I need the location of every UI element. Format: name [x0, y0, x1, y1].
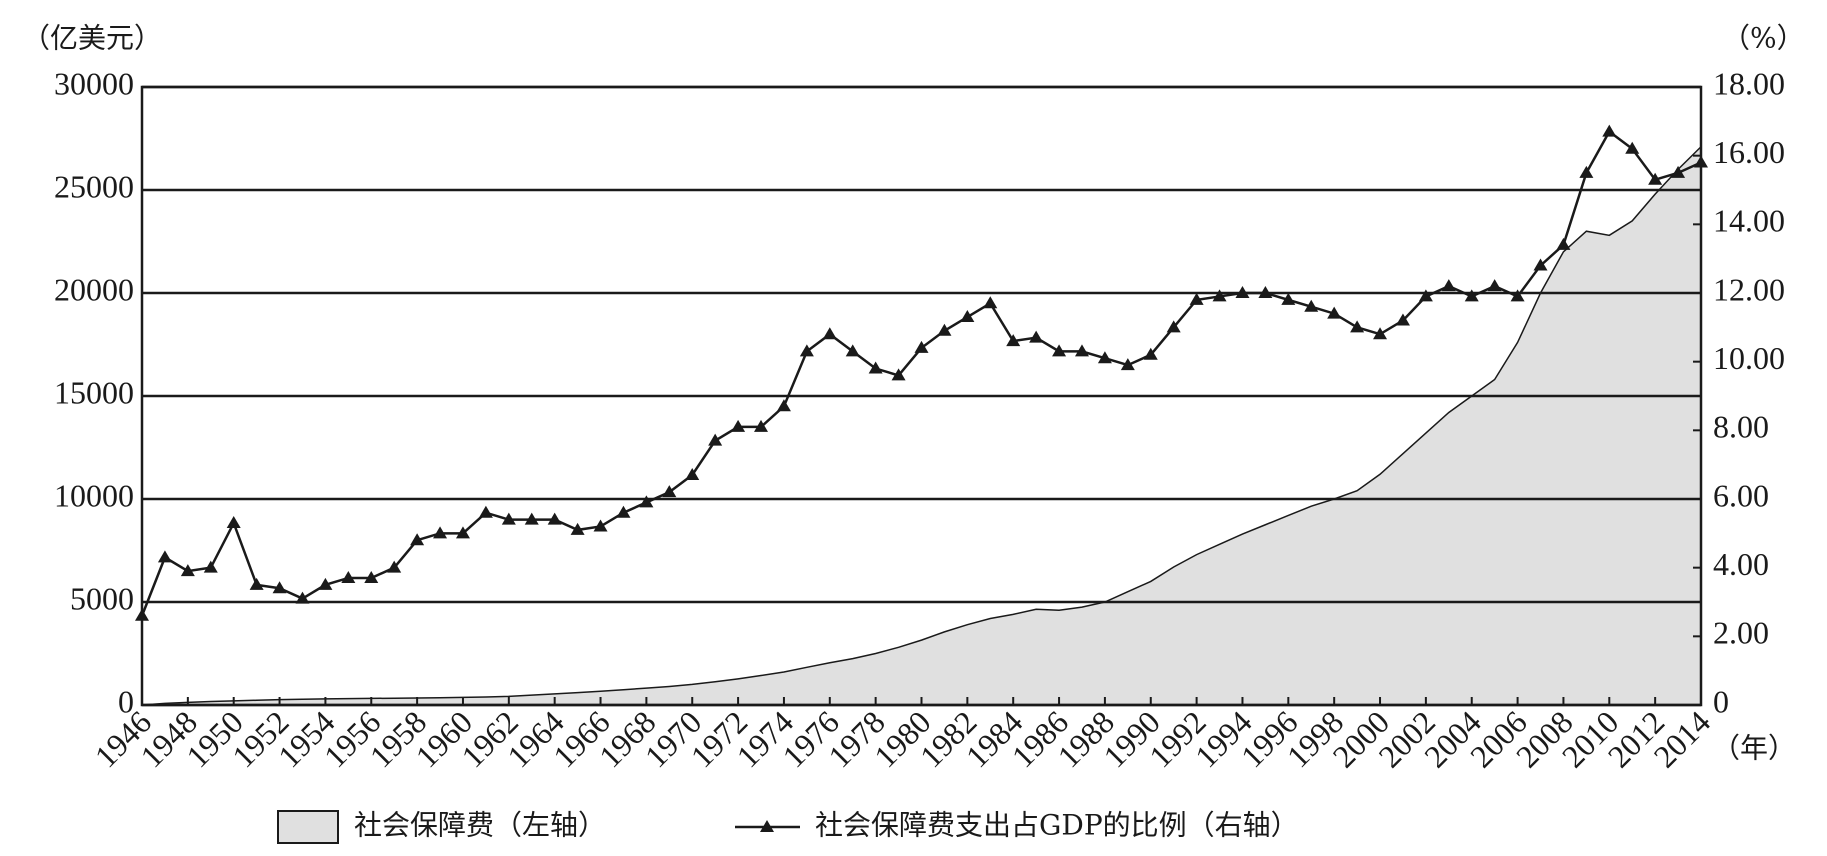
marker	[868, 361, 883, 374]
plot-frame	[140, 85, 1703, 707]
marker	[754, 419, 769, 432]
y-axis-label: （亿美元）	[22, 22, 162, 55]
y2-tick-label: 18.00	[1713, 65, 1785, 101]
marker	[1281, 292, 1296, 305]
legend-swatch	[277, 810, 339, 844]
marker	[731, 419, 746, 432]
marker	[455, 526, 470, 539]
y2-axis-label: （%）	[1722, 22, 1805, 55]
marker	[547, 512, 562, 525]
marker	[180, 564, 195, 577]
marker	[1418, 289, 1433, 302]
marker	[1602, 124, 1617, 137]
y2-tick-label: 0	[1713, 683, 1729, 719]
marker	[1441, 279, 1456, 292]
y-tick-label: 15000	[54, 374, 134, 410]
marker	[799, 344, 814, 357]
marker	[1510, 289, 1525, 302]
y-tick-label: 25000	[54, 168, 134, 204]
marker	[891, 368, 906, 381]
marker	[1625, 141, 1640, 154]
marker	[822, 327, 837, 340]
area-edge	[141, 146, 1702, 706]
marker	[341, 570, 356, 583]
y-tick-label: 5000	[70, 580, 134, 616]
marker	[1671, 165, 1686, 178]
marker	[1579, 165, 1594, 178]
marker	[1074, 344, 1089, 357]
marker	[433, 526, 448, 539]
marker	[410, 533, 425, 546]
marker	[662, 485, 677, 498]
marker	[1212, 289, 1227, 302]
marker	[318, 577, 333, 590]
marker	[570, 522, 585, 535]
marker	[1143, 347, 1158, 360]
marker	[157, 550, 172, 563]
marker	[1304, 299, 1319, 312]
y2-tick-label: 6.00	[1713, 477, 1769, 513]
marker	[616, 505, 631, 518]
marker	[776, 399, 791, 412]
marker	[937, 323, 952, 336]
y-tick-label: 30000	[54, 65, 134, 101]
y2-tick-label: 10.00	[1713, 340, 1785, 376]
marker	[1097, 351, 1112, 364]
marker	[960, 310, 975, 323]
marker	[478, 505, 493, 518]
x-tick-label: 2014	[1646, 704, 1717, 775]
marker	[1464, 289, 1479, 302]
marker	[1350, 320, 1365, 333]
marker	[845, 344, 860, 357]
marker	[1327, 306, 1342, 319]
marker	[1487, 279, 1502, 292]
marker	[524, 512, 539, 525]
marker	[639, 495, 654, 508]
area	[142, 146, 1701, 706]
y-tick-label: 10000	[54, 477, 134, 513]
marker	[501, 512, 516, 525]
marker	[685, 467, 700, 480]
marker	[203, 560, 218, 573]
marker	[226, 516, 241, 529]
marker	[1648, 172, 1663, 185]
marker	[593, 519, 608, 532]
y2-tick-label: 16.00	[1713, 134, 1785, 170]
marker	[1120, 358, 1135, 371]
marker	[914, 340, 929, 353]
marker	[983, 296, 998, 309]
marker	[1189, 292, 1204, 305]
marker	[1029, 330, 1044, 343]
legend-label: 社会保障费支出占GDP的比例（右轴）	[815, 809, 1299, 842]
legend-label: 社会保障费（左轴）	[354, 809, 606, 842]
marker	[249, 577, 264, 590]
marker	[1166, 320, 1181, 333]
marker	[1373, 327, 1388, 340]
marker	[1006, 334, 1021, 347]
y2-tick-label: 12.00	[1713, 271, 1785, 307]
marker	[1052, 344, 1067, 357]
marker	[295, 591, 310, 604]
y2-tick-label: 2.00	[1713, 615, 1769, 651]
y2-tick-label: 8.00	[1713, 409, 1769, 445]
marker	[1533, 258, 1548, 271]
marker	[364, 570, 379, 583]
marker	[1395, 313, 1410, 326]
legend-marker	[760, 820, 774, 832]
marker	[387, 560, 402, 573]
marker	[272, 581, 287, 594]
x-axis-label: （年）	[1712, 732, 1796, 765]
marker	[708, 433, 723, 446]
y-tick-label: 0	[118, 683, 134, 719]
y2-tick-label: 14.00	[1713, 203, 1785, 239]
y2-tick-label: 4.00	[1713, 546, 1769, 582]
y-tick-label: 20000	[54, 271, 134, 307]
marker	[1556, 237, 1571, 250]
